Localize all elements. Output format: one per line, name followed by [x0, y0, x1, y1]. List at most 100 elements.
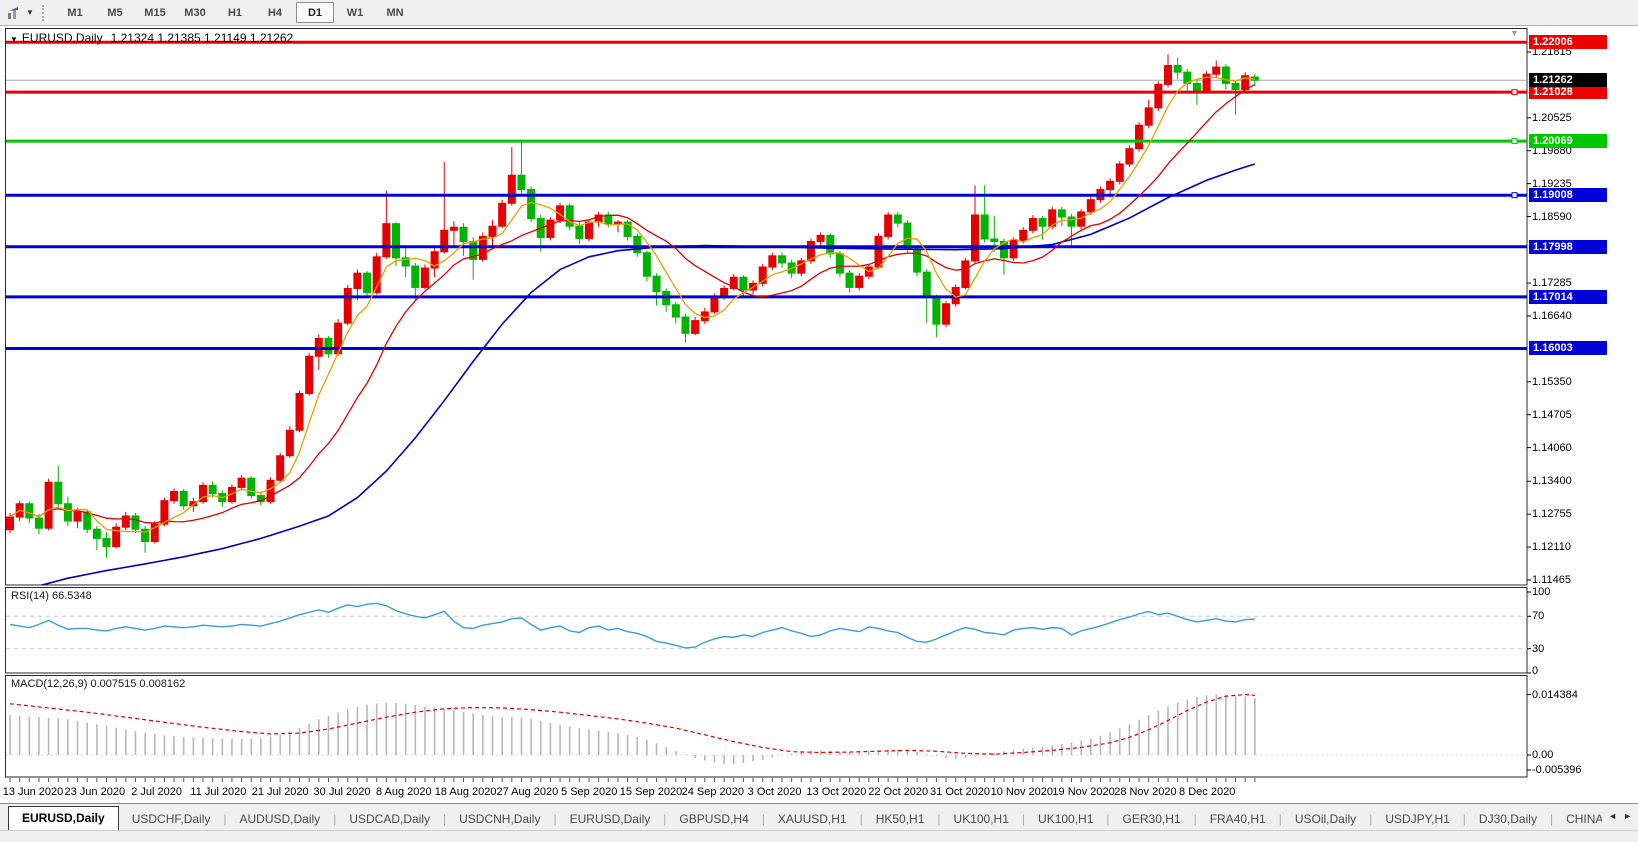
candle-body[interactable] [83, 511, 92, 530]
candle-body[interactable] [392, 223, 400, 259]
candle-body[interactable] [1154, 83, 1163, 109]
candle-body[interactable] [208, 484, 217, 495]
candle-body[interactable] [507, 174, 516, 204]
candle-body[interactable] [691, 320, 700, 334]
candle-body[interactable] [92, 528, 101, 539]
candle-body[interactable] [835, 253, 844, 274]
candle-body[interactable] [1019, 229, 1028, 241]
candle-body[interactable] [63, 503, 72, 522]
candle-body[interactable] [102, 537, 111, 548]
timeframe-button-m1[interactable]: M1 [67, 6, 83, 19]
candle-body[interactable] [372, 256, 381, 294]
toolbar-grip[interactable] [42, 4, 47, 21]
candle-body[interactable] [1221, 66, 1230, 84]
candle-body[interactable] [768, 255, 777, 268]
candle-body[interactable] [758, 266, 767, 284]
candle-body[interactable] [816, 234, 825, 243]
timeframe-button-m5[interactable]: M5 [107, 6, 123, 19]
timeframe-button-h4[interactable]: H4 [267, 6, 283, 19]
candle-body[interactable] [411, 265, 420, 288]
timeframe-button-m30[interactable]: M30 [184, 6, 206, 19]
chart-tab-6[interactable]: GBPUSD,H4 [679, 812, 749, 826]
candle-body[interactable] [710, 296, 719, 313]
candle-body[interactable] [971, 214, 979, 262]
candle-body[interactable] [131, 515, 140, 530]
candle-body[interactable] [652, 275, 661, 293]
candle-body[interactable] [585, 221, 593, 239]
candle-body[interactable] [1028, 218, 1037, 231]
candle-body[interactable] [845, 272, 854, 288]
candle-body[interactable] [189, 501, 198, 507]
candle-body[interactable] [266, 479, 275, 503]
candle-body[interactable] [874, 235, 883, 268]
candle-body[interactable] [449, 226, 458, 231]
chart-tab-5[interactable]: EURUSD,Daily [569, 812, 651, 826]
candle-body[interactable] [990, 238, 999, 243]
candle-body[interactable] [671, 304, 680, 318]
candle-body[interactable] [623, 221, 632, 237]
candle-body[interactable] [1048, 209, 1057, 227]
candle-body[interactable] [488, 225, 497, 237]
candle-body[interactable] [1115, 163, 1124, 182]
tabs-scroll-left-icon[interactable]: ◄ [1608, 811, 1618, 821]
candle-body[interactable] [305, 355, 314, 395]
candle-body[interactable] [1067, 216, 1076, 227]
candle-body[interactable] [440, 229, 449, 253]
candle-body[interactable] [633, 235, 642, 254]
candle-body[interactable] [160, 500, 169, 525]
candle-body[interactable] [1144, 107, 1153, 126]
candle-body[interactable] [884, 214, 893, 237]
candle-body[interactable] [893, 214, 902, 224]
candle-body[interactable] [324, 337, 333, 355]
candle-body[interactable] [73, 511, 82, 522]
candle-body[interactable] [1192, 82, 1201, 92]
candle-body[interactable] [121, 515, 130, 528]
candle-body[interactable] [459, 226, 468, 243]
candle-body[interactable] [1212, 66, 1221, 75]
chart-tab-9[interactable]: UK100,H1 [953, 812, 1009, 826]
candle-body[interactable] [343, 287, 352, 324]
candle-body[interactable] [295, 393, 304, 431]
macd-pane[interactable] [6, 693, 1527, 764]
candle-body[interactable] [575, 225, 584, 239]
candle-body[interactable] [999, 241, 1008, 259]
candle-body[interactable] [1038, 218, 1047, 227]
candle-body[interactable] [1173, 65, 1182, 73]
candle-body[interactable] [729, 276, 738, 289]
candle-body[interactable] [565, 205, 574, 227]
candle-body[interactable] [1125, 148, 1134, 165]
chart-tab-10[interactable]: UK100,H1 [1038, 812, 1094, 826]
candle-body[interactable] [247, 477, 256, 497]
timeframe-button-d1[interactable]: D1 [296, 2, 334, 23]
chart-tab-7[interactable]: XAUUSD,H1 [777, 812, 847, 826]
line-handle[interactable] [1511, 138, 1518, 145]
chart-tab-11[interactable]: GER30,H1 [1122, 812, 1181, 826]
chart-shift-marker-icon[interactable]: ▼ [1510, 28, 1519, 38]
timeframe-button-h1[interactable]: H1 [227, 6, 243, 19]
candle-body[interactable] [170, 490, 179, 502]
chart-tab-3[interactable]: USDCAD,Daily [349, 812, 430, 826]
candle-body[interactable] [382, 223, 391, 258]
candle-body[interactable] [401, 257, 410, 267]
candle-body[interactable] [806, 241, 815, 262]
chart-tool-dropdown-icon[interactable]: ▼ [26, 8, 34, 17]
timeframe-button-m15[interactable]: M15 [144, 6, 166, 19]
timeframe-button-w1[interactable]: W1 [346, 6, 364, 19]
candle-body[interactable] [237, 477, 246, 488]
candle-body[interactable] [363, 272, 372, 294]
chart-tab-2[interactable]: AUDUSD,Daily [239, 812, 321, 826]
candle-body[interactable] [276, 455, 285, 481]
candle-body[interactable] [430, 251, 439, 269]
candle-body[interactable] [1086, 199, 1095, 213]
candle-body[interactable] [961, 260, 970, 288]
candle-body[interactable] [1106, 180, 1115, 190]
candle-body[interactable] [942, 303, 951, 325]
candle-body[interactable] [681, 316, 690, 334]
line-handle[interactable] [1511, 89, 1518, 96]
candle-body[interactable] [498, 202, 507, 227]
candle-body[interactable] [556, 205, 565, 221]
price-pane[interactable] [6, 40, 1527, 586]
chart-tab-15[interactable]: DJ30,Daily [1478, 812, 1537, 826]
candle-body[interactable] [150, 523, 159, 542]
